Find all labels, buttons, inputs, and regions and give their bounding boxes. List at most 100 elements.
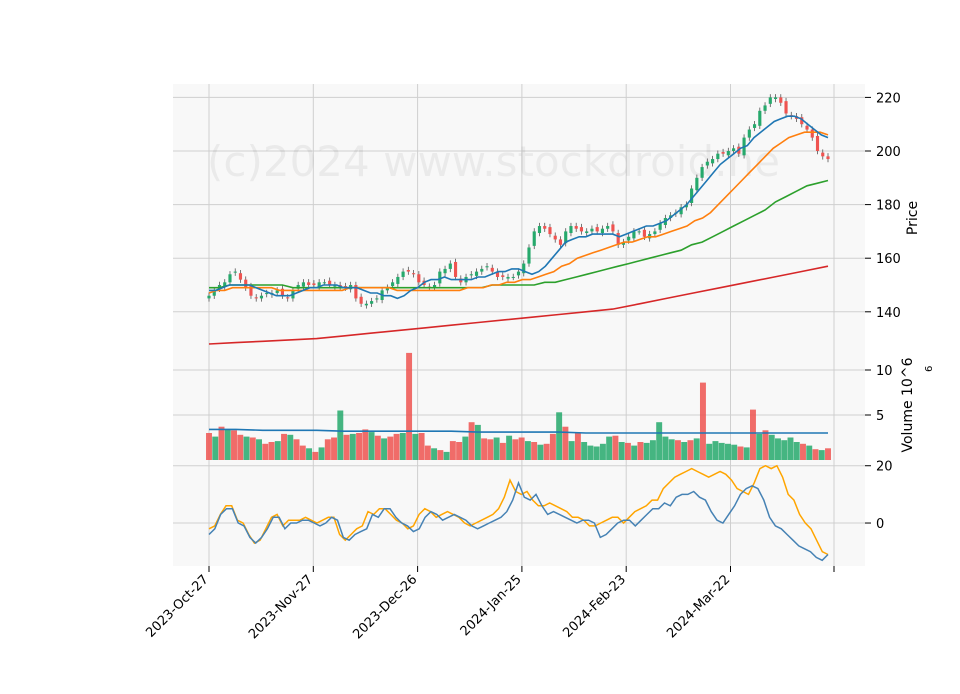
volume-series [206, 352, 831, 460]
volume-bar [481, 438, 488, 460]
candle-body [690, 188, 694, 203]
candle-body [800, 117, 804, 125]
candle-body [616, 233, 620, 245]
candle-body [606, 226, 610, 229]
volume-bar [424, 445, 431, 460]
volume-bar [606, 436, 613, 460]
candle-body [396, 276, 400, 284]
candle-body [543, 226, 547, 229]
candle-body [642, 229, 646, 237]
candle-body [805, 125, 809, 130]
candle-body [558, 239, 563, 245]
candle-body [516, 271, 521, 276]
volume-bar [800, 443, 806, 460]
candle-body [821, 152, 825, 157]
watermark-text: (c)2024 www.stockdroid.ne [207, 137, 780, 186]
candle-body [684, 204, 688, 208]
candle-body [716, 153, 720, 160]
price-y-tick-label: 220 [876, 91, 901, 106]
osc-y-tick-label: 0 [876, 517, 884, 532]
volume-axis-label: Volume 10^6 [900, 357, 916, 452]
candle-body [522, 263, 526, 274]
x-tick-label: 2023-Oct-27 [143, 572, 211, 640]
volume-bar [399, 433, 406, 460]
candle-body [784, 101, 788, 114]
osc-y-tick-label: 20 [876, 460, 893, 475]
volume-bar [718, 442, 725, 460]
candle-body [459, 278, 463, 283]
oscillator-line-1 [208, 480, 829, 562]
candle-body [574, 226, 578, 229]
volume-bar [724, 443, 731, 460]
candle-body [238, 273, 243, 280]
x-tick-label: 2024-Jan-25 [458, 572, 525, 639]
volume-bar [249, 437, 256, 460]
volume-bar [568, 441, 575, 460]
volume-bar [487, 439, 494, 460]
candle-body [763, 105, 767, 111]
candle-body [207, 295, 211, 299]
candle-body [375, 298, 379, 300]
candle-body [611, 224, 615, 232]
candle-body [758, 110, 762, 126]
candle-body [249, 286, 253, 296]
volume-bar [599, 443, 606, 460]
price-series [207, 94, 830, 345]
candle-body [328, 280, 332, 285]
candle-body [359, 296, 363, 304]
volume-bar [631, 445, 638, 460]
volume-bar [381, 438, 388, 460]
candle-body [495, 271, 500, 277]
candle-body [391, 282, 395, 287]
volume-bar [737, 446, 744, 460]
candle-body [627, 236, 631, 241]
oscillator-line-2 [208, 464, 829, 556]
volume-y-tick-label: 10 [876, 364, 893, 379]
candle-body [511, 276, 515, 278]
volume-bar [543, 443, 550, 460]
volume-bar [462, 436, 469, 460]
volume-bar [468, 422, 475, 460]
candle-body [705, 161, 709, 166]
candle-body [259, 295, 264, 299]
candle-body [354, 285, 358, 299]
candle-body [700, 167, 704, 178]
volume-bar [818, 450, 825, 460]
volume-bar [281, 433, 288, 460]
volume-y-tick-label: 5 [876, 409, 884, 424]
candle-body [385, 287, 389, 291]
volume-bar [243, 436, 250, 460]
candle-body [364, 303, 368, 306]
x-tick-label: 2023-Nov-27 [246, 572, 316, 642]
candle-body [265, 293, 269, 295]
volume-bar [387, 436, 394, 460]
volume-bar [618, 442, 625, 460]
ma-fast-line [209, 115, 829, 300]
candle-body [301, 282, 305, 287]
volume-bar [587, 445, 594, 460]
candle-body [501, 275, 505, 277]
candle-body [564, 231, 568, 244]
volume-bar [656, 422, 663, 460]
volume-bar [368, 432, 375, 460]
candle-body [721, 152, 725, 154]
price-y-tick-label: 140 [876, 306, 901, 321]
volume-bar [299, 445, 306, 460]
volume-bar [406, 352, 413, 460]
volume-bar [562, 426, 569, 460]
candle-body [244, 279, 248, 288]
volume-bar [474, 424, 481, 460]
volume-bar [318, 447, 325, 460]
candle-body [438, 271, 442, 284]
volume-bar [624, 442, 631, 460]
candle-body [448, 263, 452, 269]
volume-bar [224, 429, 231, 460]
volume-bar [237, 434, 244, 460]
candle-body [595, 227, 599, 232]
ma-long-line [208, 265, 829, 345]
volume-bar [531, 442, 538, 460]
volume-bar [218, 426, 225, 460]
candle-body [768, 97, 772, 104]
candle-body [579, 227, 584, 232]
